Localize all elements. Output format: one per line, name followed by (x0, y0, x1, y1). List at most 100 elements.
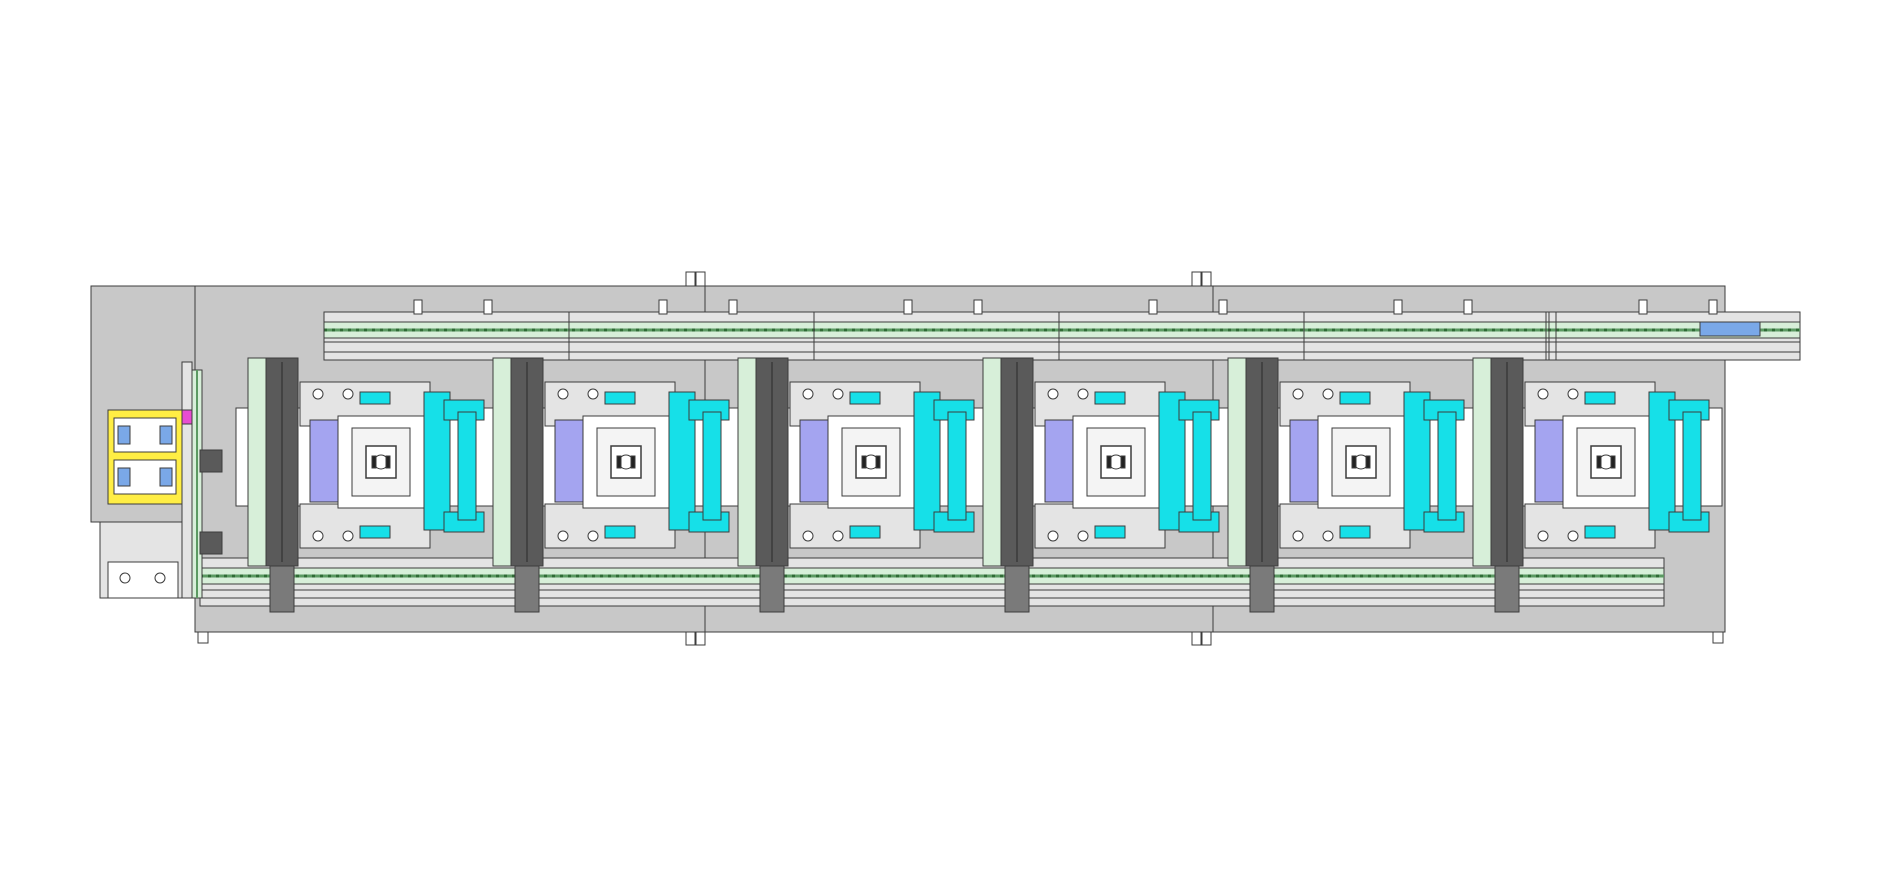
clamp-bolt (1322, 530, 1334, 542)
top-conveyor-bracket (903, 299, 913, 315)
fixture-locator (1365, 455, 1371, 469)
cyan-gripper-jaw (1192, 411, 1212, 521)
top-conveyor-bracket (1638, 299, 1648, 315)
upper-cylinder (1094, 391, 1126, 405)
workstation (982, 357, 1220, 613)
top-conveyor-bracket (1463, 299, 1473, 315)
left-loading-unit (107, 361, 223, 599)
clamp-bolt (832, 530, 844, 542)
loader-bolt (119, 572, 131, 584)
upper-cylinder (604, 391, 636, 405)
cyan-gripper-jaw (702, 411, 722, 521)
clamp-bolt (832, 388, 844, 400)
cyan-gripper-body (1403, 391, 1431, 531)
loader-pusher (199, 531, 223, 555)
bottom-mounting-boss (1201, 631, 1212, 646)
top-conveyor-bracket (1148, 299, 1158, 315)
clamp-bolt (1077, 530, 1089, 542)
cyan-gripper-body (668, 391, 696, 531)
clamp-bolt (557, 530, 569, 542)
fixture-locator (1120, 455, 1126, 469)
workstation (1227, 357, 1465, 613)
actuator-drive-motor (759, 565, 785, 613)
fixture-locator (861, 455, 867, 469)
lavender-pad (554, 419, 584, 503)
fixture-locator (1351, 455, 1357, 469)
lavender-pad (1044, 419, 1074, 503)
actuator-drive-motor (514, 565, 540, 613)
top-mounting-boss (685, 271, 696, 287)
lower-cylinder (1094, 525, 1126, 539)
lower-cylinder (359, 525, 391, 539)
upper-cylinder (1339, 391, 1371, 405)
clamp-bolt (802, 530, 814, 542)
clamp-bolt (1292, 388, 1304, 400)
fixture-locator (1106, 455, 1112, 469)
loader-clamp-upper (117, 425, 131, 445)
clamp-bolt (802, 388, 814, 400)
loader-bolt (154, 572, 166, 584)
top-conveyor-bracket (413, 299, 423, 315)
lavender-pad (1289, 419, 1319, 503)
workstation (492, 357, 730, 613)
lavender-pad (309, 419, 339, 503)
top-mounting-boss (695, 271, 706, 287)
fixture-locator (1610, 455, 1616, 469)
corner-foot (1712, 631, 1724, 644)
bottom-mounting-boss (1191, 631, 1202, 646)
top-conveyor-bracket (1218, 299, 1228, 315)
clamp-bolt (587, 530, 599, 542)
top-conveyor-bracket (1708, 299, 1718, 315)
actuator-drive-motor (1004, 565, 1030, 613)
clamp-bolt (557, 388, 569, 400)
fixture-locator (1596, 455, 1602, 469)
actuator-drive-motor (1494, 565, 1520, 613)
clamp-bolt (1567, 530, 1579, 542)
clamp-bolt (1322, 388, 1334, 400)
fixture-locator (875, 455, 881, 469)
loader-pusher (199, 449, 223, 473)
fixture-locator (371, 455, 377, 469)
loader-base-block (107, 561, 179, 599)
clamp-bolt (587, 388, 599, 400)
loader-vertical-rail (181, 361, 193, 599)
top-conveyor-bracket (483, 299, 493, 315)
bottom-mounting-boss (685, 631, 696, 646)
actuator-drive-motor (269, 565, 295, 613)
top-conveyor-bracket (1393, 299, 1403, 315)
lavender-pad (1534, 419, 1564, 503)
loader-clamp-upper (159, 425, 173, 445)
actuator-drive-motor (1249, 565, 1275, 613)
upper-cylinder (359, 391, 391, 405)
clamp-bolt (1047, 530, 1059, 542)
loader-clamp-lower (159, 467, 173, 487)
clamp-bolt (342, 530, 354, 542)
cyan-gripper-body (1158, 391, 1186, 531)
clamp-bolt (342, 388, 354, 400)
clamp-bolt (1567, 388, 1579, 400)
fixture-locator (385, 455, 391, 469)
loader-sensor (181, 409, 193, 425)
corner-foot (197, 631, 209, 644)
loader-clamp-lower (117, 467, 131, 487)
fixture-locator (630, 455, 636, 469)
clamp-bolt (312, 530, 324, 542)
lower-cylinder (849, 525, 881, 539)
lower-cylinder (1584, 525, 1616, 539)
lower-cylinder (1339, 525, 1371, 539)
lavender-pad (799, 419, 829, 503)
clamp-bolt (1537, 530, 1549, 542)
upper-cylinder (849, 391, 881, 405)
fixture-locator (616, 455, 622, 469)
workstation (737, 357, 975, 613)
cyan-gripper-jaw (947, 411, 967, 521)
clamp-bolt (1537, 388, 1549, 400)
clamp-bolt (312, 388, 324, 400)
cyan-gripper-jaw (1682, 411, 1702, 521)
top-conveyor-bracket (658, 299, 668, 315)
top-conveyor-end-stop (1699, 321, 1761, 337)
lower-clamp-block (1034, 503, 1166, 549)
top-mounting-boss (1201, 271, 1212, 287)
